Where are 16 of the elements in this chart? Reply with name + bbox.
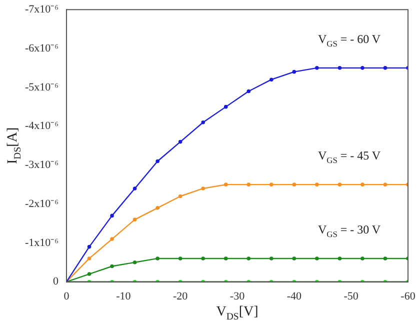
x-tick-label: -20 — [172, 290, 188, 302]
y-axis-title: IDS[A] — [6, 127, 24, 164]
x-tick-label: -50 — [344, 290, 359, 302]
y-tick-label: -6x10⁻⁶ — [25, 42, 59, 54]
x-tick-label: -10 — [116, 290, 132, 302]
x-tick-label: -40 — [286, 290, 302, 302]
x-tick-label: -60 — [400, 290, 416, 302]
y-tick-label: -5x10⁻⁶ — [25, 81, 59, 94]
y-tick-label: -2x10⁻⁶ — [25, 198, 59, 210]
y-tick-label: -7x10⁻⁶ — [25, 3, 59, 16]
y-tick-label: -1x10⁻⁶ — [25, 236, 59, 249]
y-tick-label: 0 — [53, 276, 59, 288]
x-tick-label: 0 — [64, 290, 70, 302]
y-tick-label: -3x10⁻⁶ — [25, 159, 59, 172]
y-tick-label: -4x10⁻⁶ — [25, 120, 59, 132]
x-tick-label: -30 — [230, 290, 246, 302]
